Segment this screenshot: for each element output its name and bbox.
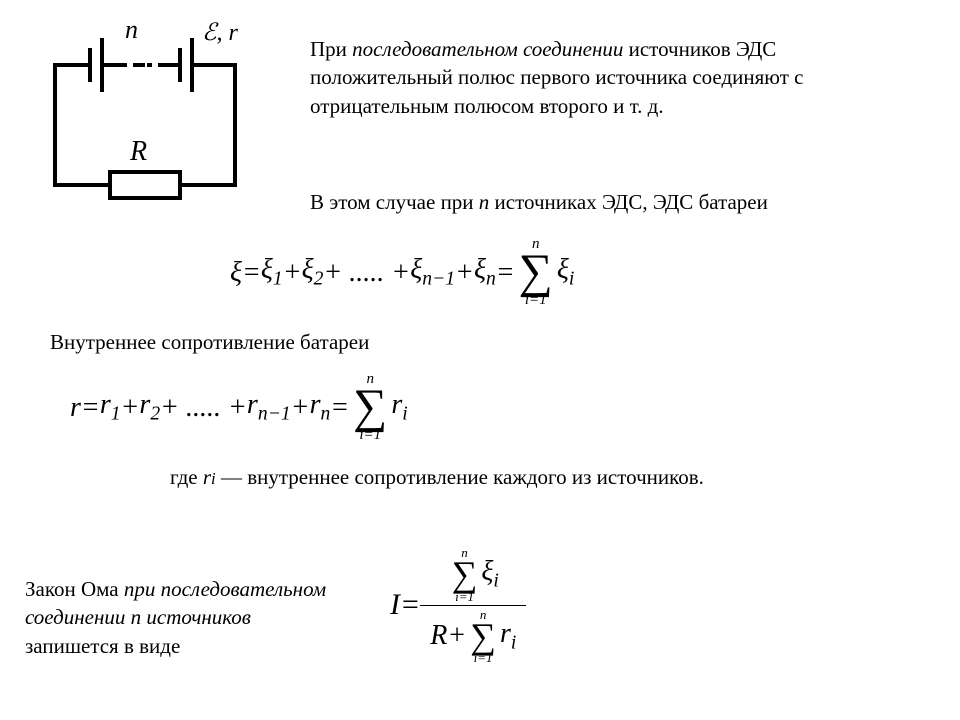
eq2-plus1: + [121, 392, 140, 424]
eq3-sigma-top: n ∑ i=1 [452, 546, 478, 603]
circuit-svg: n ℰ, r R [30, 10, 260, 210]
eq2-rnm1: rn−1 [247, 389, 291, 426]
eq1-sigma: n ∑ i=1 [519, 237, 553, 308]
para5-c: запишется в виде [25, 634, 180, 658]
equation-ohms-law: I = n ∑ i=1 ξi R + n ∑ i=1 ri [390, 510, 730, 700]
eq2-ri: ri [391, 389, 407, 426]
para1-a: При [310, 37, 352, 61]
eq2-eq2: = [330, 392, 349, 424]
eq1-xi: ξ [230, 257, 242, 289]
eq3-plus: + [447, 620, 466, 652]
equation-emf-sum: ξ = ξ1 + ξ2 + ..... + ξn−1 + ξn = n ∑ i=… [230, 225, 850, 320]
eq2-r1: r1 [100, 389, 121, 426]
eq1-xi2: ξ2 [302, 254, 324, 291]
para4-b: r [203, 465, 211, 489]
para4-d: — внутреннее сопротивление каждого из ис… [216, 465, 704, 489]
para2-b: n [479, 190, 490, 214]
eq1-xinm1: ξn−1 [410, 254, 455, 291]
eq1-xi1: ξ1 [261, 254, 283, 291]
eq1-eq2: = [496, 257, 515, 289]
para3-text: Внутреннее сопротивление батареи [50, 330, 369, 354]
eq1-xin: ξn [474, 254, 496, 291]
eq3-sigma-bot: n ∑ i=1 [470, 608, 496, 665]
eq3-I: I [390, 588, 400, 622]
eq2-r2: r2 [139, 389, 160, 426]
para4-a: где [170, 465, 203, 489]
eq3-denominator: R + n ∑ i=1 ri [420, 606, 526, 667]
eq3-ri: ri [500, 618, 516, 655]
eq3-R: R [430, 620, 447, 652]
paragraph-n-sources: В этом случае при n источниках ЭДС, ЭДС … [310, 190, 910, 215]
para2-a: В этом случае при [310, 190, 479, 214]
circuit-emf-label: ℰ, r [202, 20, 239, 46]
eq2-r: r [70, 392, 81, 424]
eq2-plus2: + [291, 392, 310, 424]
eq2-sigma: n ∑ i=1 [353, 372, 387, 443]
page: n ℰ, r R При последовательном соединении… [0, 0, 960, 720]
eq1-dots: + ..... + [323, 257, 410, 289]
para1-b: последовательном соединении [352, 37, 623, 61]
eq1-eq1: = [242, 257, 261, 289]
eq3-numerator: n ∑ i=1 ξi [438, 544, 509, 605]
circuit-diagram: n ℰ, r R [30, 10, 260, 210]
circuit-n-label: n [125, 15, 138, 44]
paragraph-ohms-law: Закон Ома при последовательном соединени… [25, 575, 365, 660]
paragraph-series-connection: При последовательном соединении источник… [310, 35, 910, 120]
paragraph-where-ri: где ri — внутреннее сопротивление каждог… [170, 465, 870, 490]
eq3-fraction: n ∑ i=1 ξi R + n ∑ i=1 ri [420, 544, 526, 666]
circuit-R-label: R [129, 136, 147, 167]
equation-r-sum: r = r1 + r2 + ..... + rn−1 + rn = n ∑ i=… [70, 360, 690, 455]
eq1-plus1: + [283, 257, 302, 289]
eq3-xii: ξi [481, 556, 498, 593]
eq1-plus2: + [455, 257, 474, 289]
eq2-dots: + ..... + [160, 392, 247, 424]
eq2-rn: rn [310, 389, 331, 426]
paragraph-internal-resistance: Внутреннее сопротивление батареи [50, 330, 550, 355]
para2-c: источниках ЭДС, ЭДС батареи [489, 190, 768, 214]
para5-a: Закон Ома [25, 577, 124, 601]
eq1-xii: ξi [557, 254, 574, 291]
eq2-eq1: = [81, 392, 100, 424]
eq3-eq: = [400, 588, 420, 622]
